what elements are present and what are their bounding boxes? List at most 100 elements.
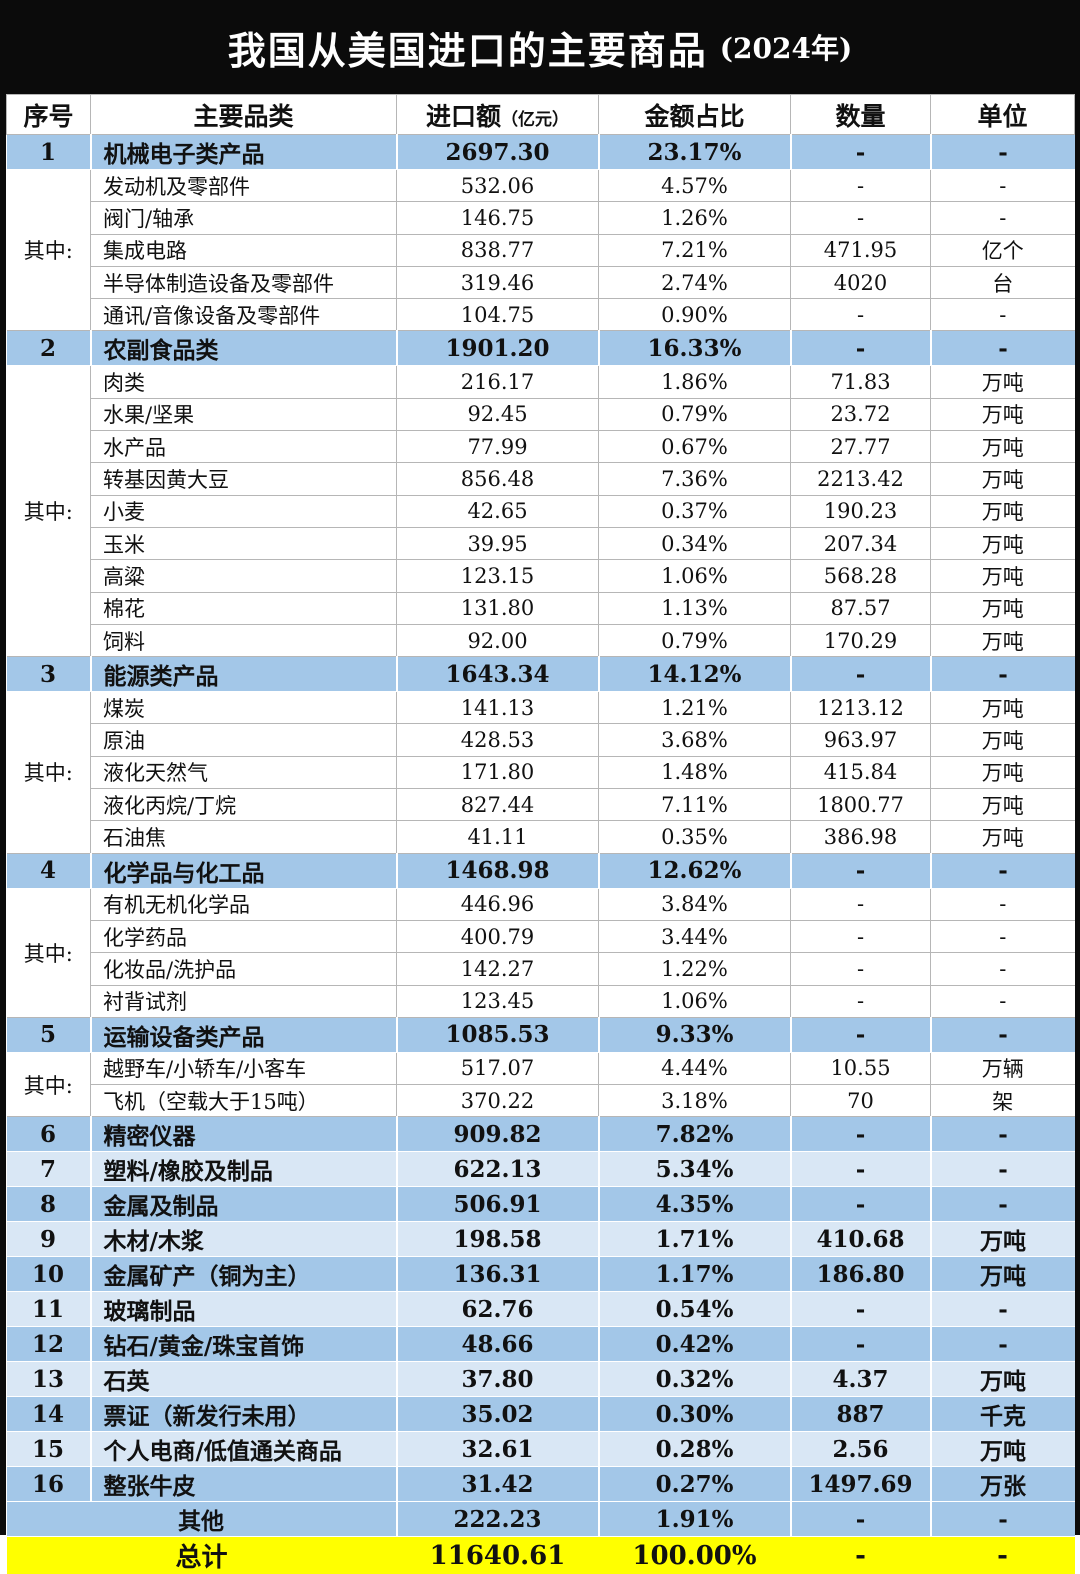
cell-import-amount: 622.13 — [397, 1152, 599, 1187]
cell-category: 液化天然气 — [91, 756, 397, 788]
cell-among: 其中: — [7, 366, 91, 657]
cell-import-amount: 517.07 — [397, 1052, 599, 1084]
cell-share: 0.28% — [599, 1432, 791, 1467]
cell-index: 8 — [7, 1187, 91, 1222]
cell-index: 14 — [7, 1397, 91, 1432]
cell-share: 0.37% — [599, 495, 791, 527]
cell-index: 7 — [7, 1152, 91, 1187]
cell-import-amount: 506.91 — [397, 1187, 599, 1222]
cell-share: 1.22% — [599, 953, 791, 985]
cell-import-amount: 123.15 — [397, 560, 599, 592]
cell-category: 木材/木浆 — [91, 1222, 397, 1257]
col-header-share: 金额占比 — [599, 95, 791, 135]
cell-unit: - — [931, 1152, 1075, 1187]
cell-quantity: 410.68 — [791, 1222, 931, 1257]
cell-import-amount: 400.79 — [397, 920, 599, 952]
cell-category: 整张牛皮 — [91, 1467, 397, 1502]
cell-import-amount: 827.44 — [397, 789, 599, 821]
cell-import-amount: 48.66 — [397, 1327, 599, 1362]
cell-unit: 万吨 — [931, 789, 1075, 821]
cell-unit: 万吨 — [931, 398, 1075, 430]
cell-quantity: 70 — [791, 1085, 931, 1117]
cell-unit: - — [931, 170, 1075, 202]
cell-index: 1 — [7, 135, 91, 170]
cell-category: 精密仪器 — [91, 1117, 397, 1152]
cell-unit: - — [931, 202, 1075, 234]
cell-unit: 架 — [931, 1085, 1075, 1117]
cell-share: 0.34% — [599, 527, 791, 559]
title-text: 我国从美国进口的主要商品 — [228, 20, 708, 75]
col-header-import-amount: 进口额（亿元） — [397, 95, 599, 135]
cell-import-amount: 428.53 — [397, 724, 599, 756]
cell-quantity: - — [791, 202, 931, 234]
cell-share: 0.54% — [599, 1292, 791, 1327]
cell-category: 水产品 — [91, 431, 397, 463]
cell-share: 9.33% — [599, 1017, 791, 1052]
cell-quantity: - — [791, 331, 931, 366]
cell-import-amount: 222.23 — [397, 1502, 599, 1537]
cell-quantity: 27.77 — [791, 431, 931, 463]
title-year: (2024年) — [720, 27, 852, 67]
cell-share: 1.48% — [599, 756, 791, 788]
cell-share: 1.26% — [599, 202, 791, 234]
cell-category: 其他 — [7, 1502, 397, 1537]
cell-import-amount: 77.99 — [397, 431, 599, 463]
cell-unit: 万吨 — [931, 1257, 1075, 1292]
cell-category: 金属矿产（铜为主） — [91, 1257, 397, 1292]
cell-quantity: 10.55 — [791, 1052, 931, 1084]
cell-unit: 台 — [931, 266, 1075, 298]
col-header-index: 序号 — [7, 95, 91, 135]
cell-category: 总计 — [7, 1537, 397, 1574]
page-title: 我国从美国进口的主要商品 (2024年) — [6, 0, 1074, 94]
cell-import-amount: 1085.53 — [397, 1017, 599, 1052]
cell-category: 化学品与化工品 — [91, 853, 397, 888]
cell-share: 1.06% — [599, 985, 791, 1017]
cell-index: 5 — [7, 1017, 91, 1052]
cell-quantity: 2213.42 — [791, 463, 931, 495]
cell-category: 化妆品/洗护品 — [91, 953, 397, 985]
cell-import-amount: 532.06 — [397, 170, 599, 202]
table-frame: 我国从美国进口的主要商品 (2024年) 序号 主要品类 进口额（亿元） 金额占… — [0, 0, 1080, 1535]
cell-unit: - — [931, 985, 1075, 1017]
cell-index: 15 — [7, 1432, 91, 1467]
cell-unit: 千克 — [931, 1397, 1075, 1432]
cell-share: 1.06% — [599, 560, 791, 592]
cell-unit: - — [931, 1537, 1075, 1574]
cell-category: 水果/坚果 — [91, 398, 397, 430]
cell-share: 3.84% — [599, 888, 791, 920]
cell-quantity: - — [791, 135, 931, 170]
cell-share: 0.42% — [599, 1327, 791, 1362]
cell-index: 4 — [7, 853, 91, 888]
cell-category: 原油 — [91, 724, 397, 756]
cell-unit: 万吨 — [931, 366, 1075, 398]
cell-quantity: 87.57 — [791, 592, 931, 624]
cell-quantity: - — [791, 1537, 931, 1574]
cell-quantity: 963.97 — [791, 724, 931, 756]
col-header-category: 主要品类 — [91, 95, 397, 135]
cell-share: 0.27% — [599, 1467, 791, 1502]
cell-category: 玉米 — [91, 527, 397, 559]
header-row: 序号 主要品类 进口额（亿元） 金额占比 数量 单位 — [7, 95, 1075, 135]
cell-unit: - — [931, 920, 1075, 952]
cell-quantity: 568.28 — [791, 560, 931, 592]
cell-quantity: - — [791, 1502, 931, 1537]
cell-index: 16 — [7, 1467, 91, 1502]
cell-unit: - — [931, 299, 1075, 331]
cell-import-amount: 39.95 — [397, 527, 599, 559]
cell-share: 0.79% — [599, 398, 791, 430]
cell-category: 农副食品类 — [91, 331, 397, 366]
